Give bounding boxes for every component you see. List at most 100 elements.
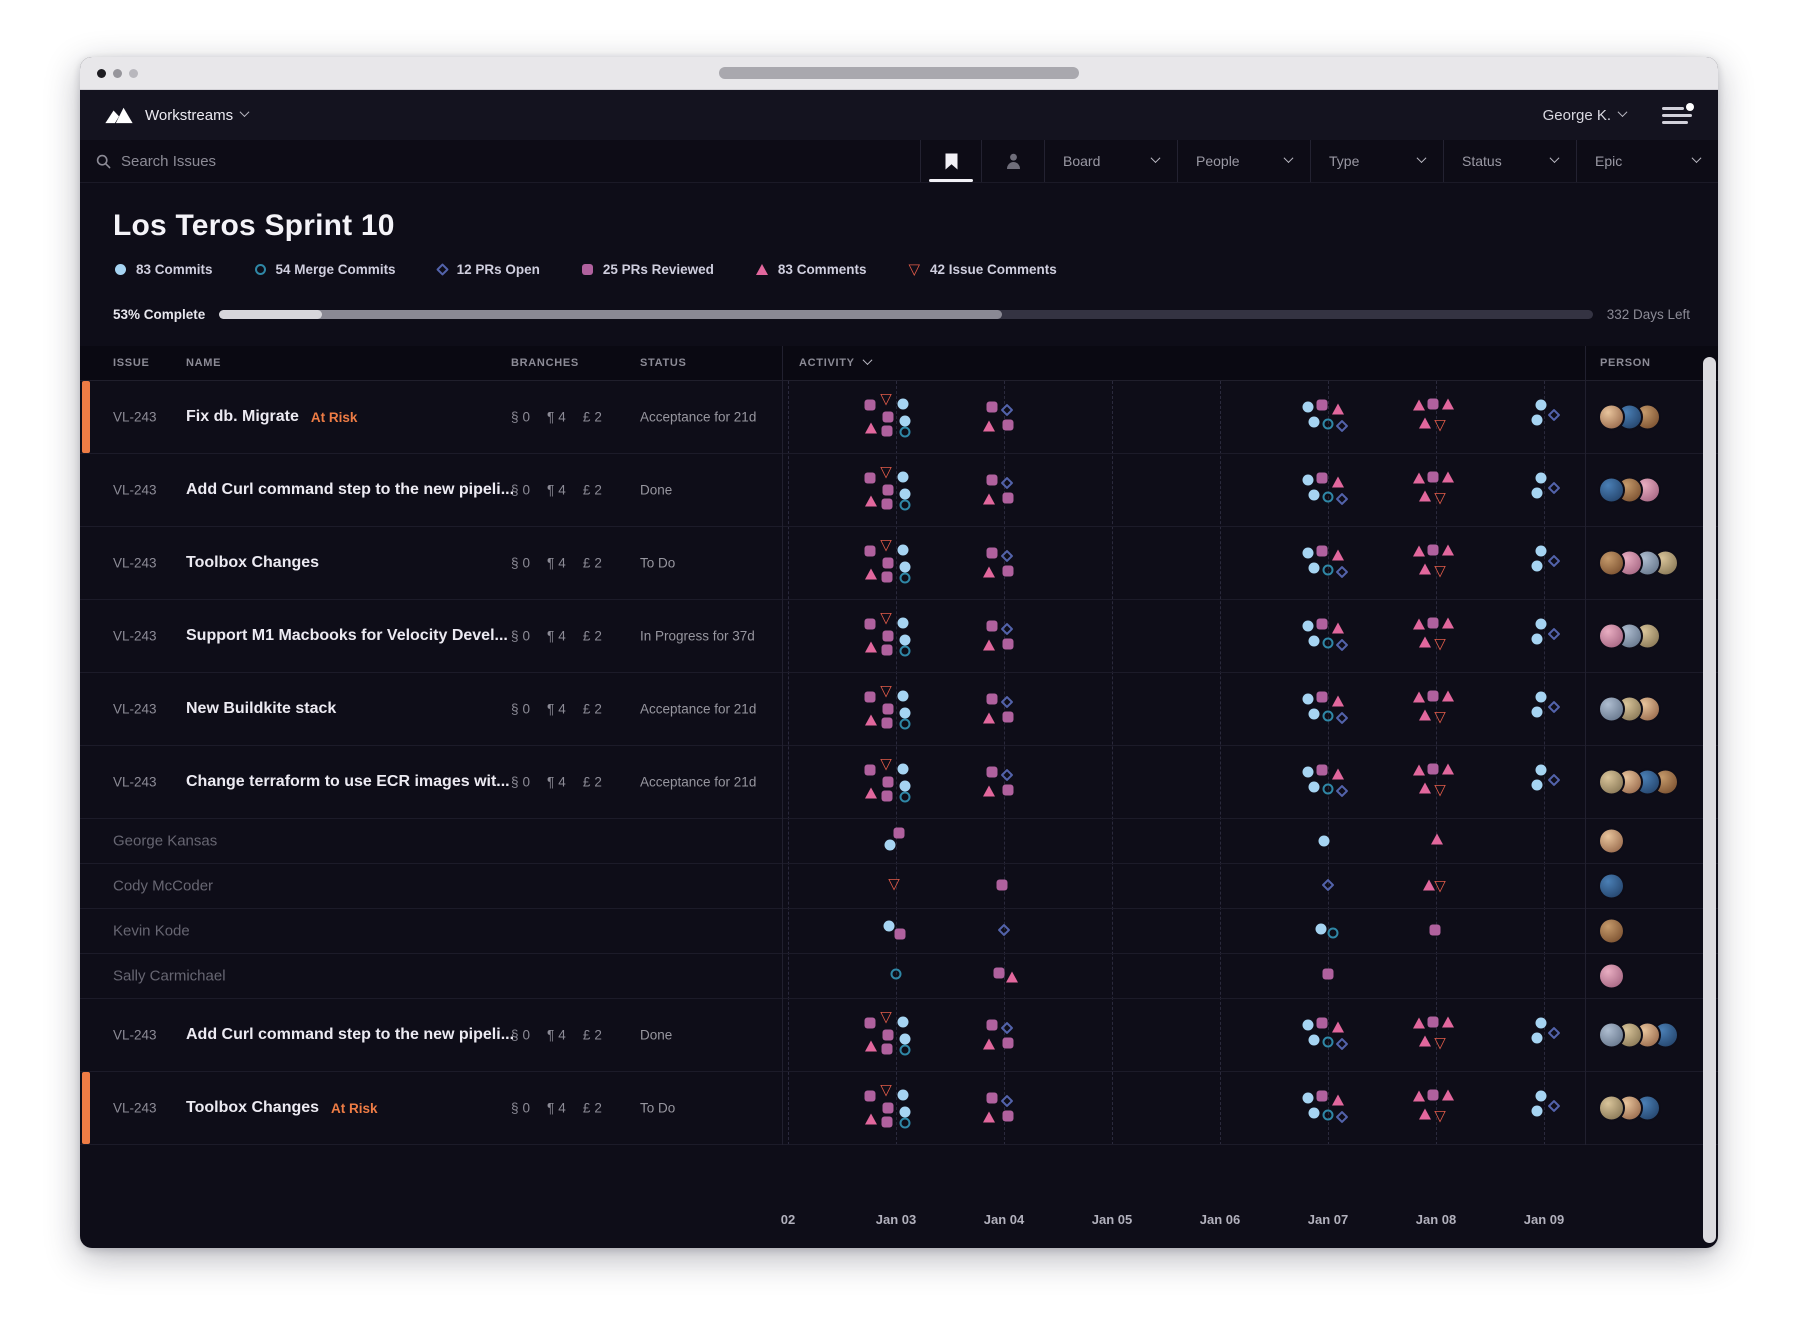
avatar[interactable] xyxy=(1598,695,1625,723)
branch-stat-value: 2 xyxy=(594,628,602,644)
person-row[interactable]: Cody McCoder ▽ ▽ xyxy=(80,864,1718,909)
branch-stat-glyph: £ xyxy=(582,628,591,644)
window-minimize-button[interactable] xyxy=(113,68,122,78)
issue-row[interactable]: VL-243 Support M1 Macbooks for Velocity D… xyxy=(80,600,1718,673)
chevron-down-icon xyxy=(1617,106,1628,117)
person-row[interactable]: Kevin Kode xyxy=(80,909,1718,954)
commit-icon xyxy=(1308,1107,1320,1118)
pr-reviewed-icon xyxy=(1427,544,1439,555)
branch-stat-value: 2 xyxy=(594,1100,602,1116)
tab-bookmarked[interactable] xyxy=(920,140,981,182)
merge-commit-icon xyxy=(1322,491,1334,502)
branch-stat: ¶ 4 xyxy=(547,702,566,717)
comment-icon xyxy=(1419,709,1431,720)
avatar[interactable] xyxy=(1598,1021,1625,1049)
commit-icon xyxy=(1531,414,1543,425)
avatar[interactable] xyxy=(1598,622,1625,650)
pr-reviewed-icon xyxy=(1427,690,1439,701)
avatar[interactable] xyxy=(1598,872,1625,900)
issue-row[interactable]: VL-243 New Buildkite stack § 0 ¶ 4 £2 Acceptanc… xyxy=(80,673,1718,746)
avatar[interactable] xyxy=(1598,962,1625,990)
branch-stat: § 0 xyxy=(511,556,530,571)
branch-stat-glyph: § xyxy=(511,482,519,498)
window-controls xyxy=(97,68,138,78)
menu-icon[interactable] xyxy=(1662,103,1694,124)
axis-date-label: Jan 07 xyxy=(1307,1212,1349,1227)
issue-comment-icon: ▽ xyxy=(1434,1034,1446,1051)
merge-commit-icon xyxy=(1322,1036,1334,1047)
commit-icon xyxy=(1302,766,1314,777)
commit-icon xyxy=(1531,1105,1543,1116)
axis-date-label: Jan 03 xyxy=(875,1212,917,1227)
window-titlebar[interactable] xyxy=(80,57,1718,90)
issue-id: VL-243 xyxy=(113,628,157,644)
person-row[interactable]: Sally Carmichael xyxy=(80,954,1718,999)
avatar[interactable] xyxy=(1598,917,1625,945)
tab-people[interactable] xyxy=(981,140,1044,182)
issue-row[interactable]: VL-243 Toolbox Changes § 0 ¶ 4 £2 To Do ▽ ▽ xyxy=(80,527,1718,600)
avatar[interactable] xyxy=(1598,768,1625,796)
pr-reviewed-icon xyxy=(986,401,998,412)
legend-item: 83 Comments xyxy=(755,262,866,277)
commit-icon xyxy=(1308,489,1320,500)
merge-commit-icon xyxy=(1322,783,1334,794)
merge-commit-icon xyxy=(254,264,266,275)
commit-icon xyxy=(1302,547,1314,558)
chevron-down-icon xyxy=(1549,152,1560,163)
chevron-down-icon xyxy=(1691,152,1702,163)
filter-people[interactable]: People xyxy=(1177,140,1310,182)
issue-row[interactable]: VL-243 Toolbox Changes At Risk § 0 ¶ 4 £2 To Do ▽… xyxy=(80,1072,1718,1145)
branch-stat-value: 4 xyxy=(558,1027,566,1043)
filter-epic[interactable]: Epic xyxy=(1576,140,1718,182)
search-box[interactable] xyxy=(80,140,920,182)
legend-item: 54 Merge Commits xyxy=(254,262,396,277)
timeline-axis: 02 Jan 03 Jan 04 Jan 05 Jan 06 Jan 07 Jan 08 Ja… xyxy=(80,1212,1718,1232)
comment-icon xyxy=(1442,1016,1454,1027)
pr-open-icon xyxy=(1547,481,1561,494)
avatar[interactable] xyxy=(1598,1094,1625,1122)
issue-row[interactable]: VL-243 Add Curl command step to the new p… xyxy=(80,454,1718,527)
branch-stat-glyph: § xyxy=(511,409,519,425)
issue-id: VL-243 xyxy=(113,409,157,425)
comment-icon xyxy=(1431,833,1443,844)
commit-icon xyxy=(899,1033,911,1044)
axis-date-label: Jan 04 xyxy=(983,1212,1025,1227)
avatar[interactable] xyxy=(1598,403,1625,431)
vertical-scrollbar[interactable] xyxy=(1703,357,1716,1243)
branch-stat-value: 2 xyxy=(594,482,602,498)
issue-row[interactable]: VL-243 Change terraform to use ECR images… xyxy=(80,746,1718,819)
commit-icon xyxy=(899,488,911,499)
issue-comment-icon: ▽ xyxy=(1434,1107,1446,1124)
branch-stat-glyph: £ xyxy=(582,555,591,571)
filter-board[interactable]: Board xyxy=(1044,140,1177,182)
pr-reviewed-icon xyxy=(1322,968,1334,979)
person-row[interactable]: George Kansas xyxy=(80,819,1718,864)
avatar[interactable] xyxy=(1598,476,1625,504)
user-menu[interactable]: George K. xyxy=(1543,106,1628,124)
issue-row[interactable]: VL-243 Add Curl command step to the new p… xyxy=(80,999,1718,1072)
window-zoom-button[interactable] xyxy=(129,68,138,78)
avatar[interactable] xyxy=(1598,827,1625,855)
filter-type[interactable]: Type xyxy=(1310,140,1443,182)
merge-commit-icon xyxy=(899,718,911,729)
pr-reviewed-icon xyxy=(882,557,894,568)
comment-icon xyxy=(865,787,877,798)
search-input[interactable] xyxy=(121,152,541,170)
branch-stat-glyph: § xyxy=(511,774,519,790)
activity-cell: ▽ ▽ xyxy=(80,527,1718,599)
window-close-button[interactable] xyxy=(97,68,106,78)
commit-icon xyxy=(1302,1092,1314,1103)
filter-status[interactable]: Status xyxy=(1443,140,1576,182)
person-name: Cody McCoder xyxy=(113,877,214,895)
commit-icon xyxy=(1531,706,1543,717)
avatar[interactable] xyxy=(1598,549,1625,577)
pr-reviewed-icon xyxy=(986,1092,998,1103)
issue-row[interactable]: VL-243 Fix db. Migrate At Risk § 0 ¶ 4 £2 Accept… xyxy=(80,381,1718,454)
avatar-group xyxy=(1598,695,1661,723)
pr-open-icon xyxy=(1000,476,1014,489)
col-header-activity[interactable]: ACTIVITY xyxy=(799,354,873,369)
commit-icon xyxy=(897,1089,909,1100)
workstreams-menu[interactable]: Workstreams xyxy=(145,106,234,124)
comment-icon xyxy=(983,1111,995,1122)
window-drag-handle[interactable] xyxy=(719,67,1079,79)
